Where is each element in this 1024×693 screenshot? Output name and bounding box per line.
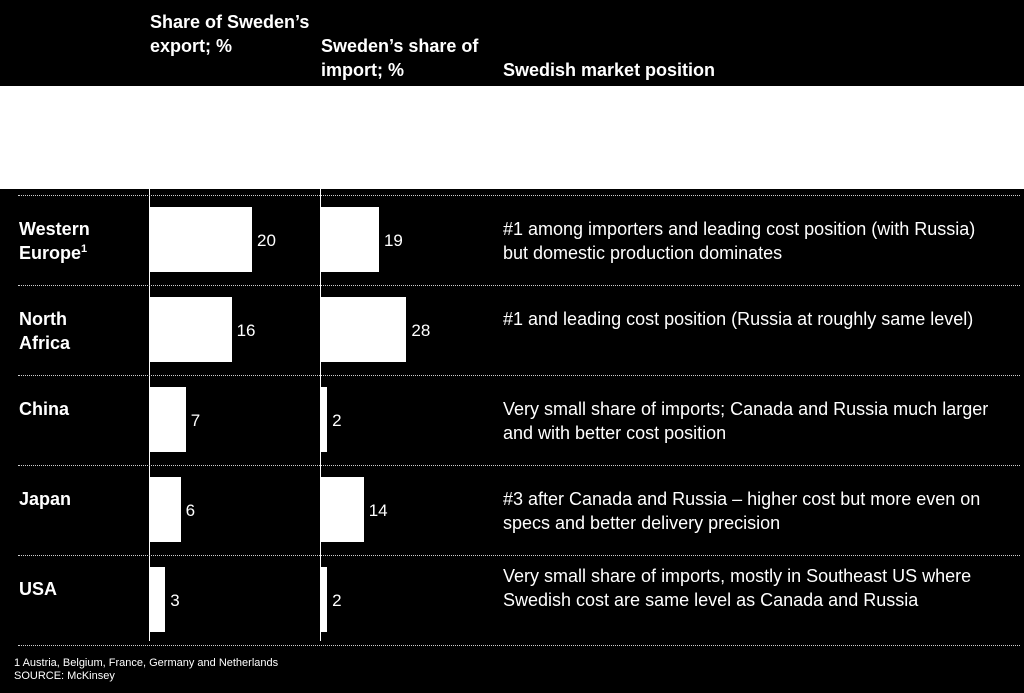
header-market-position: Swedish market position [503, 60, 716, 80]
import-value-label: 2 [332, 591, 342, 610]
export-bar [150, 387, 186, 452]
row-label-western-europe: Western Europe1 [19, 219, 90, 263]
row-label-usa: USA [19, 579, 58, 599]
export-value-label: 16 [236, 321, 256, 340]
market-position-text: #3 after Canada and Russia – higher cost… [503, 489, 981, 533]
row-label-china: China [19, 399, 70, 419]
source-note: SOURCE: McKinsey [14, 670, 115, 682]
export-bar [150, 297, 232, 362]
import-bar [321, 477, 364, 542]
import-value-label: 14 [368, 501, 388, 520]
import-bar [321, 567, 328, 632]
export-value-label: 3 [170, 591, 180, 610]
import-bar [321, 387, 328, 452]
export-bar [150, 207, 252, 272]
import-axis-line [320, 189, 321, 641]
import-value-label: 28 [411, 321, 431, 340]
export-value-label: 7 [190, 411, 201, 430]
footnote: 1 Austria, Belgium, France, Germany and … [14, 657, 279, 669]
market-position-text: #1 among importers and leading cost posi… [503, 219, 976, 263]
row-label-japan: Japan [19, 489, 72, 509]
import-value-label: 19 [383, 231, 403, 250]
import-value-label: 2 [332, 411, 342, 430]
import-bar [321, 207, 379, 272]
header-import-share: Sweden’s share of import; % [321, 36, 479, 80]
export-axis-line [149, 189, 150, 641]
row-separator [18, 375, 1020, 376]
market-position-text: Very small share of imports; Canada and … [503, 399, 989, 443]
export-bar [150, 477, 181, 542]
row-label-north-africa: North Africa [19, 309, 71, 353]
row-separator [18, 555, 1020, 556]
row-separator [18, 195, 1020, 196]
import-bar [321, 297, 407, 362]
row-separator [18, 285, 1020, 286]
header-band [0, 86, 1024, 189]
row-separator [18, 465, 1020, 466]
market-position-text: Very small share of imports, mostly in S… [503, 566, 972, 610]
header-export-share: Share of Sweden’s export; % [150, 12, 310, 56]
export-bar [150, 567, 166, 632]
row-separator [18, 645, 1020, 646]
market-position-text: #1 and leading cost position (Russia at … [503, 309, 974, 329]
export-value-label: 20 [257, 231, 276, 250]
export-value-label: 6 [185, 501, 196, 520]
